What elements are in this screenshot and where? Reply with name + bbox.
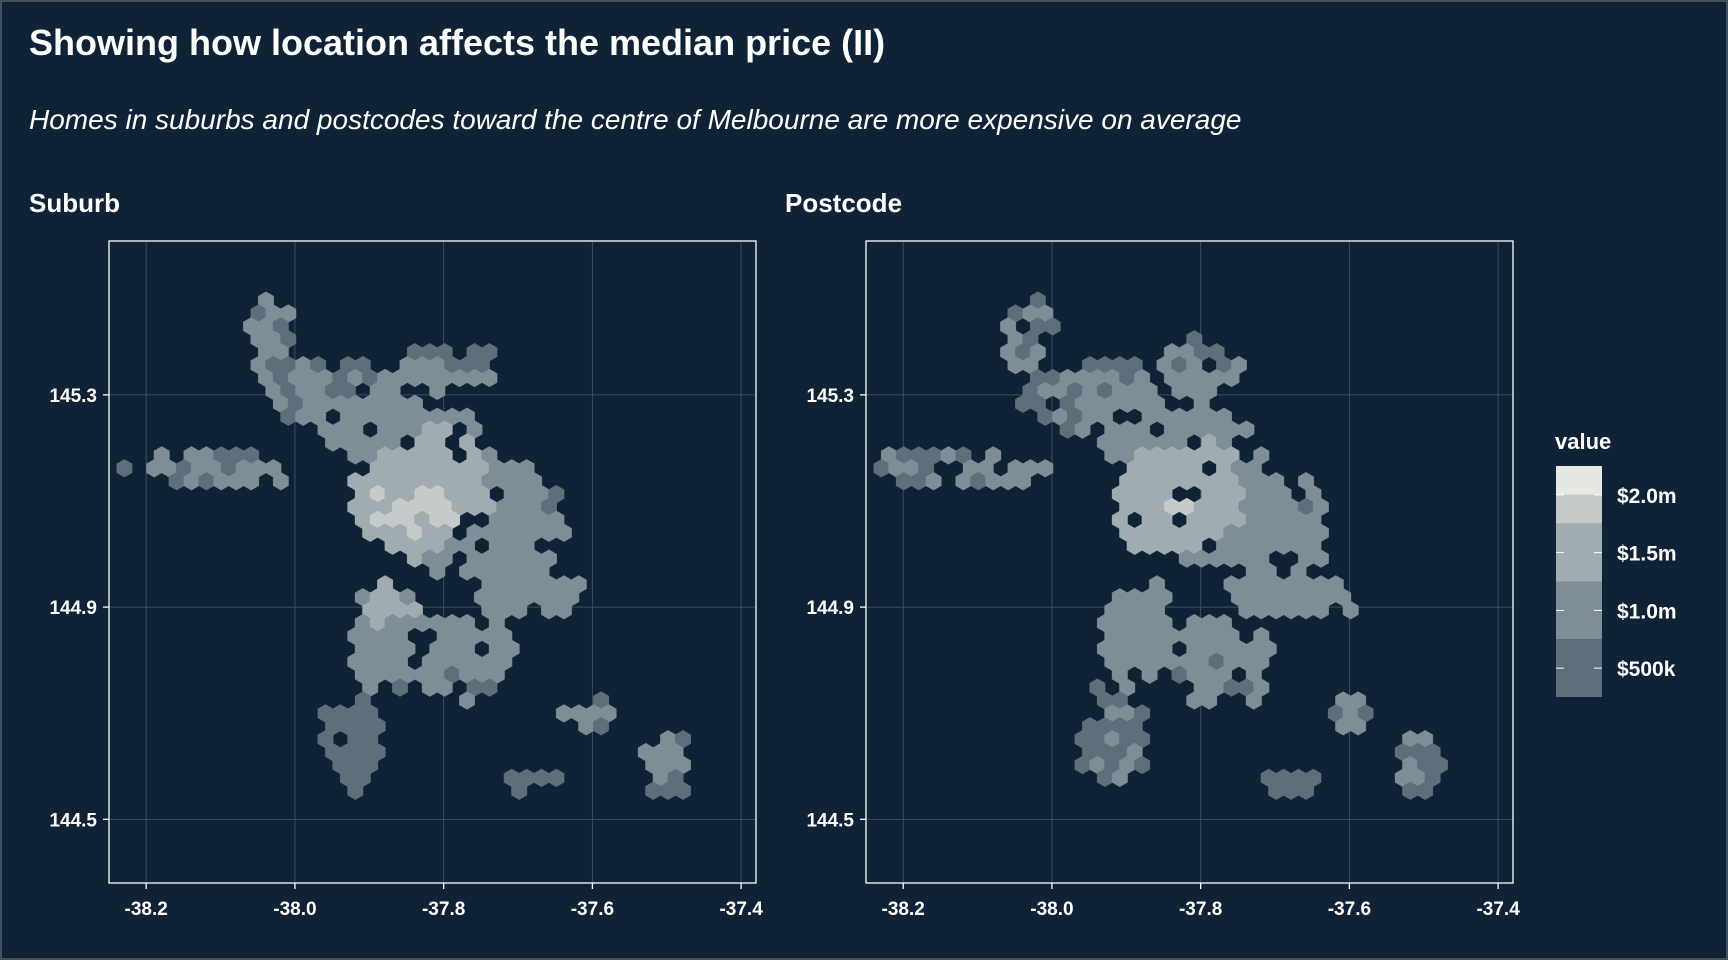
hexbin <box>511 601 528 620</box>
y-tick-label: 144.9 <box>49 598 97 619</box>
hexbin <box>481 678 498 697</box>
panel-border <box>108 240 757 884</box>
hexbin <box>1044 317 1061 336</box>
hexbin <box>272 472 289 491</box>
y-tick-label: 145.3 <box>49 386 97 407</box>
hexbin <box>481 368 498 388</box>
hexbin <box>1298 781 1314 800</box>
x-tick-label: -38.2 <box>882 899 925 920</box>
hexbin <box>436 678 453 697</box>
legend-label: $1.5m <box>1617 543 1677 566</box>
hexbin <box>1342 601 1359 620</box>
legend-label: $2.0m <box>1617 485 1677 508</box>
hexbin-layer <box>116 291 691 800</box>
x-tick-label: -37.4 <box>719 899 763 920</box>
hexbin <box>1201 691 1218 710</box>
x-tick-label: -38.0 <box>1030 899 1073 920</box>
panel-postcode: -38.2 -38.0 -37.8 -37.6 -37.4 144.5 144.9 145.3 <box>806 240 1520 920</box>
y-tick-label: 144.5 <box>806 810 854 831</box>
y-tick-label: 144.9 <box>806 598 854 619</box>
x-tick-label: -38.2 <box>125 899 168 920</box>
legend: value $2.0m $1.5m $1.0m $500k <box>1555 429 1677 697</box>
panel-suburb: -38.2 -38.0 -37.8 -37.6 -37.4 144.5 144.9 145.3 <box>49 240 763 920</box>
hexbin <box>1037 459 1054 478</box>
x-tick-label: -38.0 <box>273 899 316 920</box>
legend-color-band <box>1556 494 1602 524</box>
hexbin <box>1245 691 1262 710</box>
hexbin <box>555 704 572 723</box>
x-tick-label: -37.6 <box>1328 899 1371 920</box>
hexbin <box>1141 665 1158 684</box>
x-tick-label: -37.4 <box>1476 899 1520 920</box>
hexbin <box>925 472 942 491</box>
hexbin <box>1312 601 1329 620</box>
hexbin <box>243 472 260 491</box>
panel-title-postcode: Postcode <box>785 188 903 218</box>
legend-color-band <box>1556 466 1602 495</box>
hexbin <box>1350 717 1367 736</box>
hexbin <box>555 601 572 620</box>
hexbin-layer <box>873 291 1448 800</box>
panel-title-suburb: Suburb <box>29 188 120 218</box>
hexbin <box>511 781 528 800</box>
x-tick-label: -37.8 <box>1179 899 1222 920</box>
chart-subtitle: Homes in suburbs and postcodes toward th… <box>29 104 1242 135</box>
hexbin <box>593 717 610 736</box>
hexbin <box>555 523 572 542</box>
y-tick-label: 144.5 <box>49 810 97 831</box>
hexbin <box>1134 755 1151 775</box>
panel-border <box>865 240 1514 884</box>
hexbin <box>1417 781 1434 800</box>
x-tick-label: -37.8 <box>422 899 465 920</box>
hexbin <box>675 781 691 800</box>
hexbin <box>940 446 957 465</box>
hexbin <box>548 768 565 788</box>
y-tick-label: 145.3 <box>806 386 854 407</box>
chart-title: Showing how location affects the median … <box>29 22 886 63</box>
hexbin <box>116 459 133 478</box>
hexbin <box>347 781 364 800</box>
hexbin <box>1223 368 1240 388</box>
hexbin <box>459 691 475 710</box>
hexbin <box>1074 420 1091 439</box>
legend-label: $500k <box>1617 658 1676 681</box>
legend-title: value <box>1555 429 1611 454</box>
hexbin <box>429 562 446 581</box>
hexbin <box>1312 549 1329 568</box>
hexbin <box>1111 768 1128 788</box>
hexbin <box>1238 420 1255 439</box>
legend-label: $1.0m <box>1617 600 1677 623</box>
hexbin <box>533 768 550 788</box>
x-tick-label: -37.6 <box>571 899 614 920</box>
hexbin <box>392 678 408 697</box>
hexbin <box>1015 472 1031 491</box>
hexbin <box>429 381 446 401</box>
